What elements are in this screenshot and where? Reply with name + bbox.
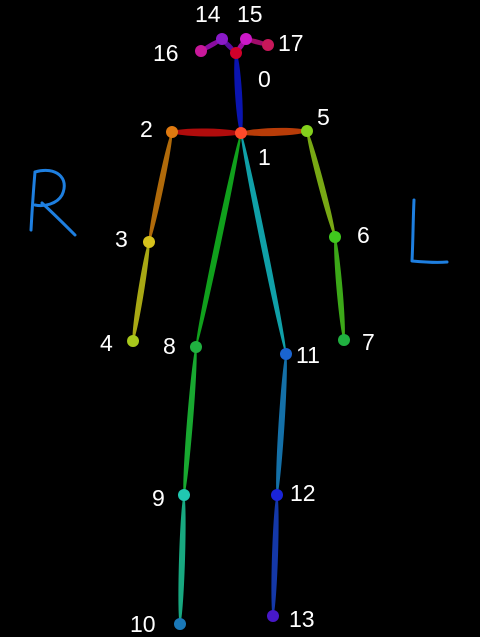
keypoint-2 [166,126,178,138]
limb-12-13 [271,494,279,617]
keypoint-label-15: 15 [237,1,263,27]
limb-11-12 [276,353,287,496]
keypoint-3 [143,236,155,248]
keypoint-15 [240,33,252,45]
limb-1-5 [240,127,308,137]
keypoint-5 [301,125,313,137]
keypoint-4 [127,335,139,347]
keypoint-label-7: 7 [362,329,375,355]
limb-2-3 [148,131,173,243]
limb-1-2 [171,128,242,137]
keypoint-16 [195,45,207,57]
right-side-marker: R [29,169,77,237]
limb-6-7 [334,236,345,341]
keypoint-label-11: 11 [296,342,320,368]
keypoint-label-13: 13 [289,606,315,632]
keypoint-17 [262,39,274,51]
limb-1-11 [240,132,287,355]
keypoint-label-3: 3 [115,226,128,252]
limb-1-8 [195,132,242,348]
keypoint-9 [178,489,190,501]
keypoint-label-14: 14 [195,1,221,27]
keypoint-10 [174,618,186,630]
keypoint-0 [230,47,242,59]
limb-5-6 [306,130,336,238]
limb-8-9 [183,346,197,496]
keypoint-label-5: 5 [317,104,330,130]
keypoint-14 [216,33,228,45]
keypoint-label-2: 2 [140,116,153,142]
keypoint-8 [190,341,202,353]
keypoint-11 [280,348,292,360]
limbs-layer [132,38,345,625]
keypoint-label-17: 17 [278,30,304,56]
limb-3-4 [132,241,150,342]
keypoint-12 [271,489,283,501]
keypoint-6 [329,231,341,243]
keypoint-label-16: 16 [153,40,179,66]
keypoint-label-4: 4 [100,330,113,356]
keypoint-label-1: 1 [258,144,271,170]
limb-9-10 [178,494,186,625]
keypoint-7 [338,334,350,346]
keypoint-label-9: 9 [152,485,165,511]
keypoints-layer [127,33,350,630]
keypoint-13 [267,610,279,622]
left-side-marker: L [410,198,449,264]
keypoint-label-8: 8 [163,333,176,359]
keypoint-label-12: 12 [290,480,316,506]
limb-1-0 [234,52,243,134]
keypoint-1 [235,127,247,139]
keypoint-label-6: 6 [357,222,370,248]
keypoint-label-10: 10 [130,611,156,637]
keypoint-label-0: 0 [258,66,271,92]
